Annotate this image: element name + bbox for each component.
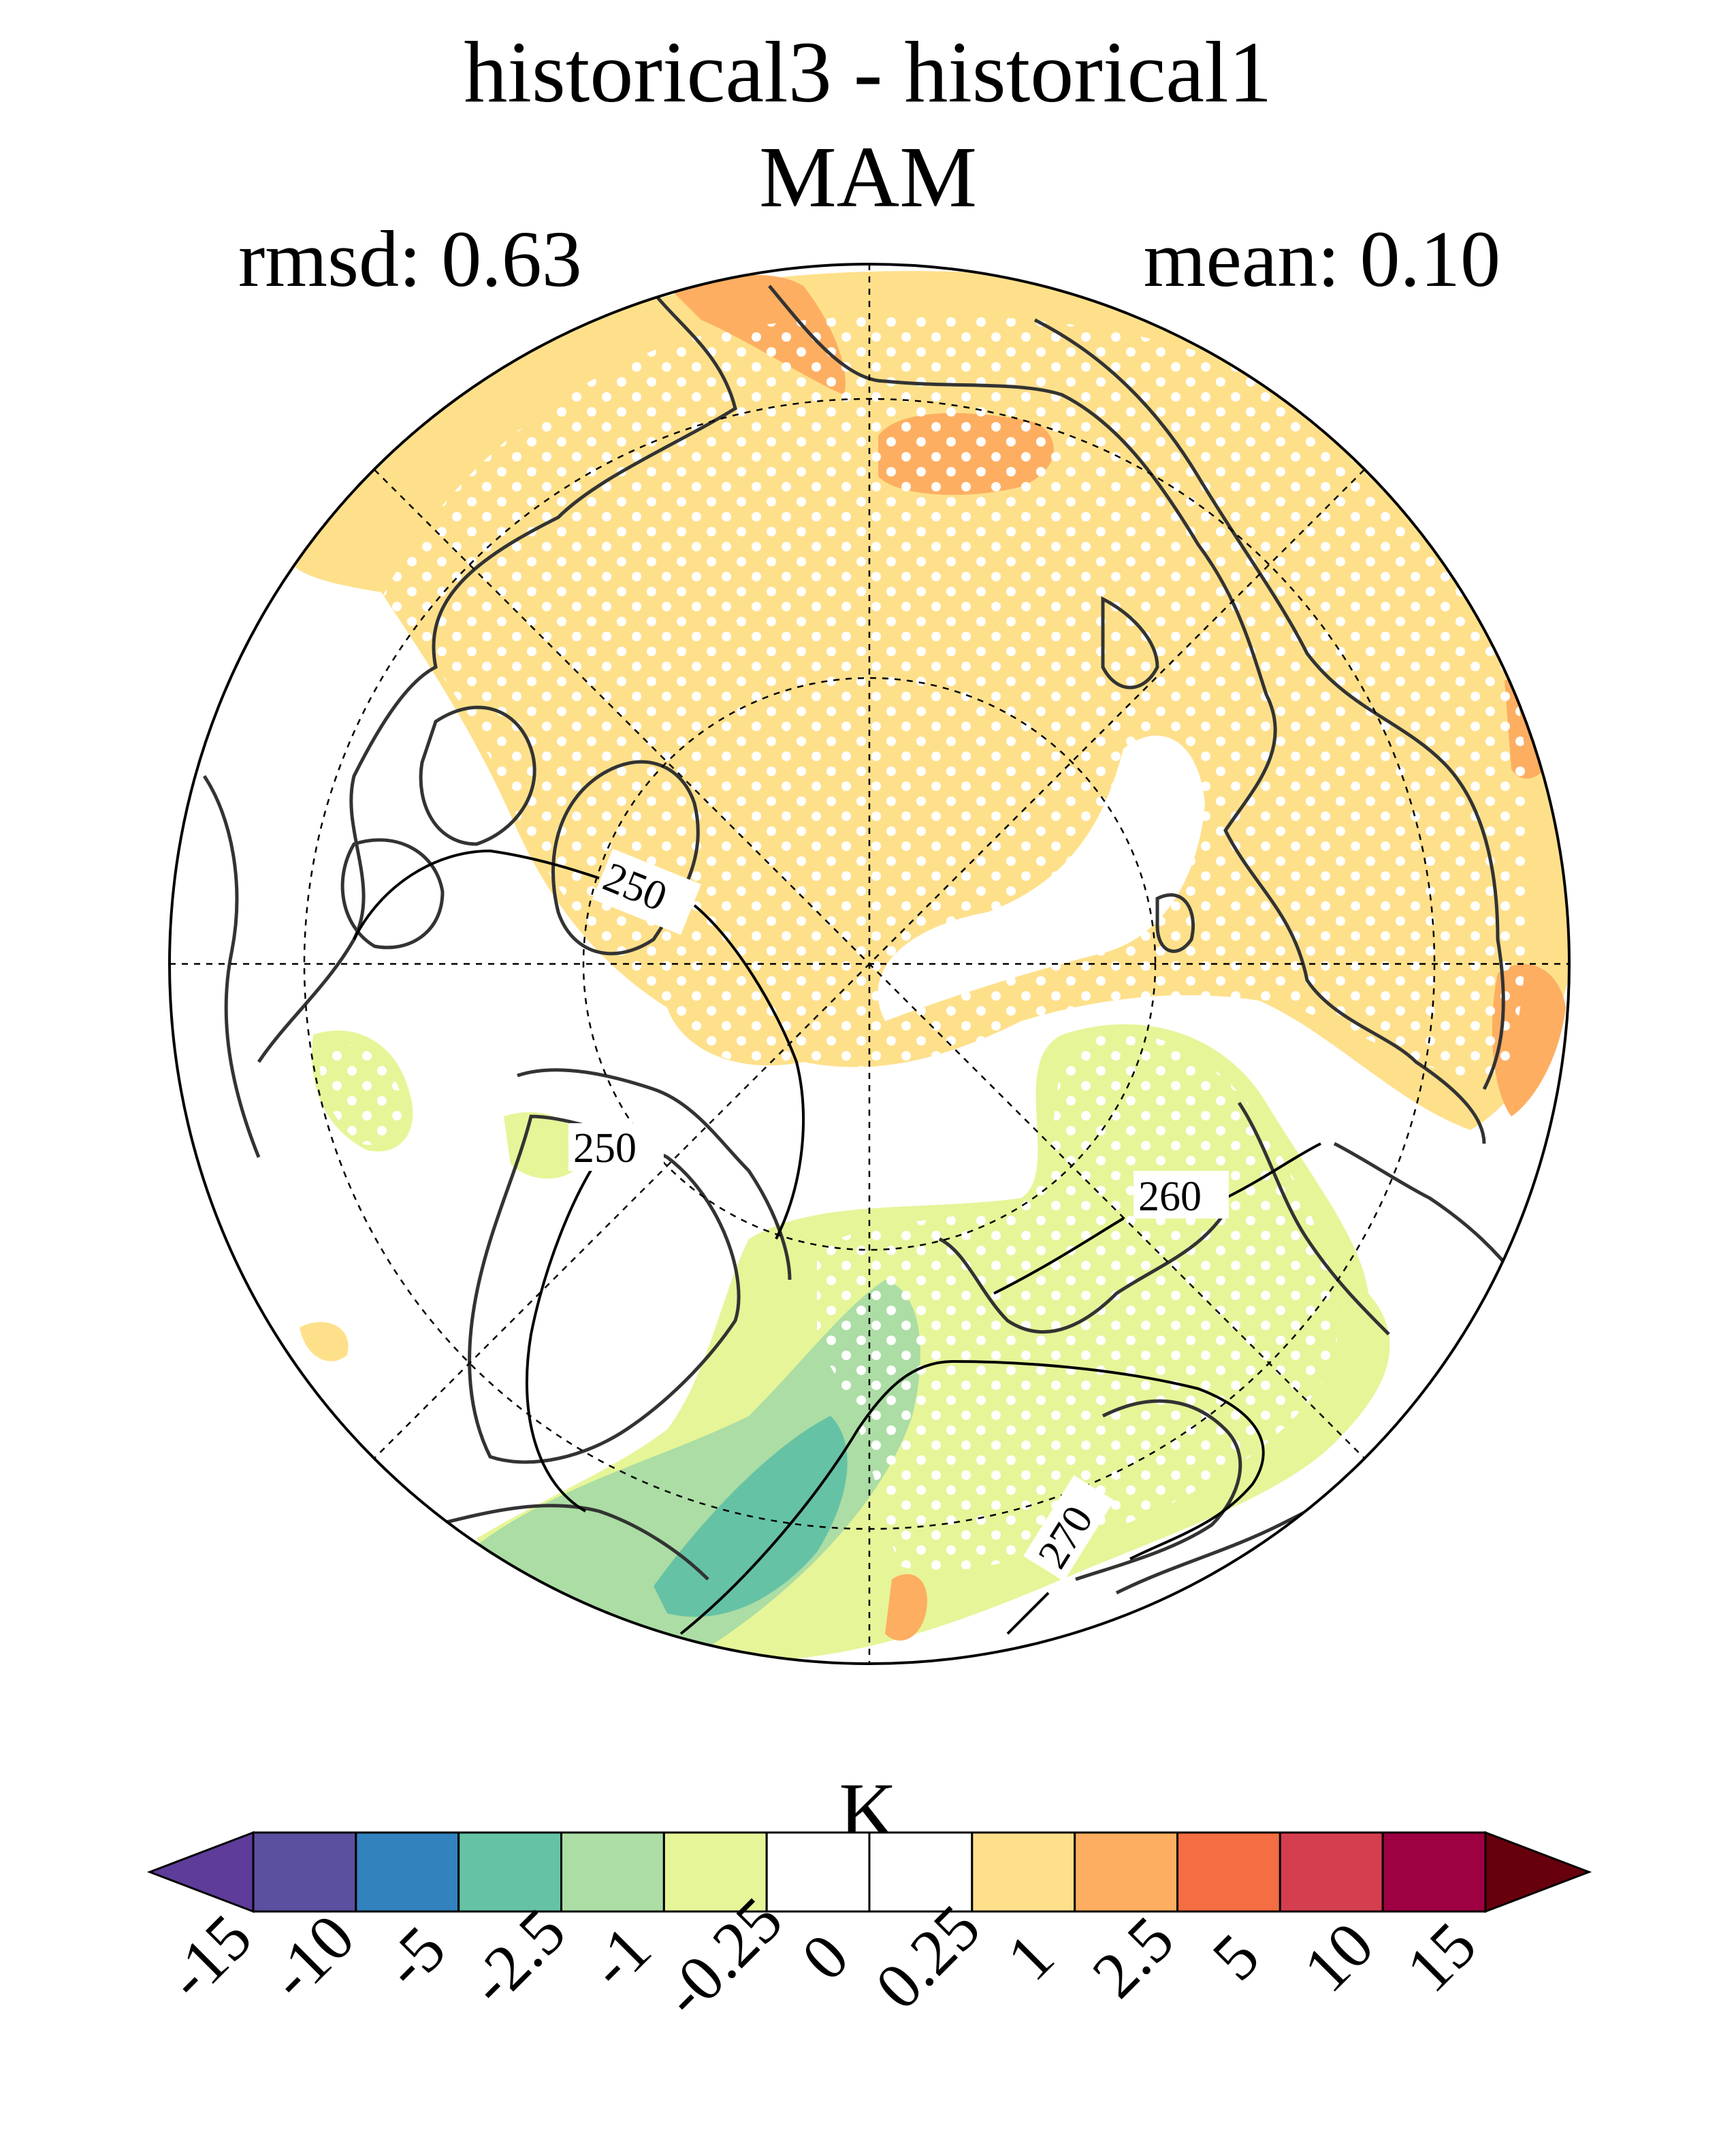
colorbar-tick-label: 10 [1289, 1908, 1387, 2006]
colorbar-tick-label: 0 [788, 1920, 863, 1995]
rmsd-label: rmsd: 0.63 [238, 214, 582, 304]
colorbar-segment [252, 1831, 357, 1913]
mean-label: mean: 0.10 [1143, 214, 1500, 304]
map-boundary [168, 263, 1571, 1665]
colorbar-segment [1074, 1831, 1178, 1913]
colorbar-segment [355, 1831, 460, 1913]
colorbar-tick-label: -1 [575, 1911, 664, 2001]
contour-label: 260 [1138, 1174, 1202, 1220]
colorbar-tick-label: 5 [1198, 1920, 1273, 1995]
colorbar-tick-label: -5 [369, 1911, 459, 2001]
colorbar-tick-label: 15 [1392, 1908, 1490, 2006]
colorbar-tick-label: -15 [152, 1901, 266, 2014]
colorbar-segment [1381, 1831, 1487, 1913]
colorbar-extend-low [146, 1830, 255, 1914]
colorbar-segment [457, 1831, 563, 1913]
colorbar-tick-label: -10 [255, 1901, 368, 2014]
colorbar-tick-label: 1 [993, 1920, 1067, 1995]
colorbar-segment [765, 1831, 871, 1913]
map-title: historical3 - historical1 [464, 24, 1272, 120]
contour-label: 250 [573, 1125, 637, 1172]
season-subtitle: MAM [758, 129, 978, 225]
colorbar-segment [971, 1831, 1076, 1913]
green-band [464, 1280, 920, 1664]
colorbar-tick-label: -2.5 [455, 1894, 579, 2019]
polar-map: 250 250 260 270 [168, 263, 1571, 1665]
colorbar-tick-label: 2.5 [1078, 1902, 1188, 2012]
colorbar-segment [868, 1831, 974, 1913]
climatology-contours [353, 849, 1321, 1635]
colorbar-segment [1279, 1831, 1384, 1913]
colorbar-segment [1176, 1831, 1281, 1913]
colorbar-segment [662, 1831, 768, 1913]
graticule [170, 264, 1569, 1664]
colorbar-extend-high [1484, 1830, 1592, 1914]
colorbar-segment [560, 1831, 665, 1913]
